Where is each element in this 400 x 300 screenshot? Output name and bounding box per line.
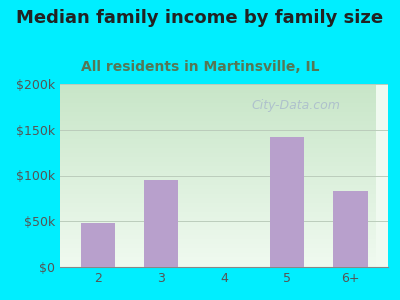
Text: All residents in Martinsville, IL: All residents in Martinsville, IL <box>81 60 319 74</box>
Text: City-Data.com: City-Data.com <box>252 100 340 112</box>
Text: Median family income by family size: Median family income by family size <box>16 9 384 27</box>
Bar <box>270 137 304 267</box>
Bar <box>333 191 368 267</box>
Bar <box>80 223 115 267</box>
Bar <box>144 180 178 267</box>
